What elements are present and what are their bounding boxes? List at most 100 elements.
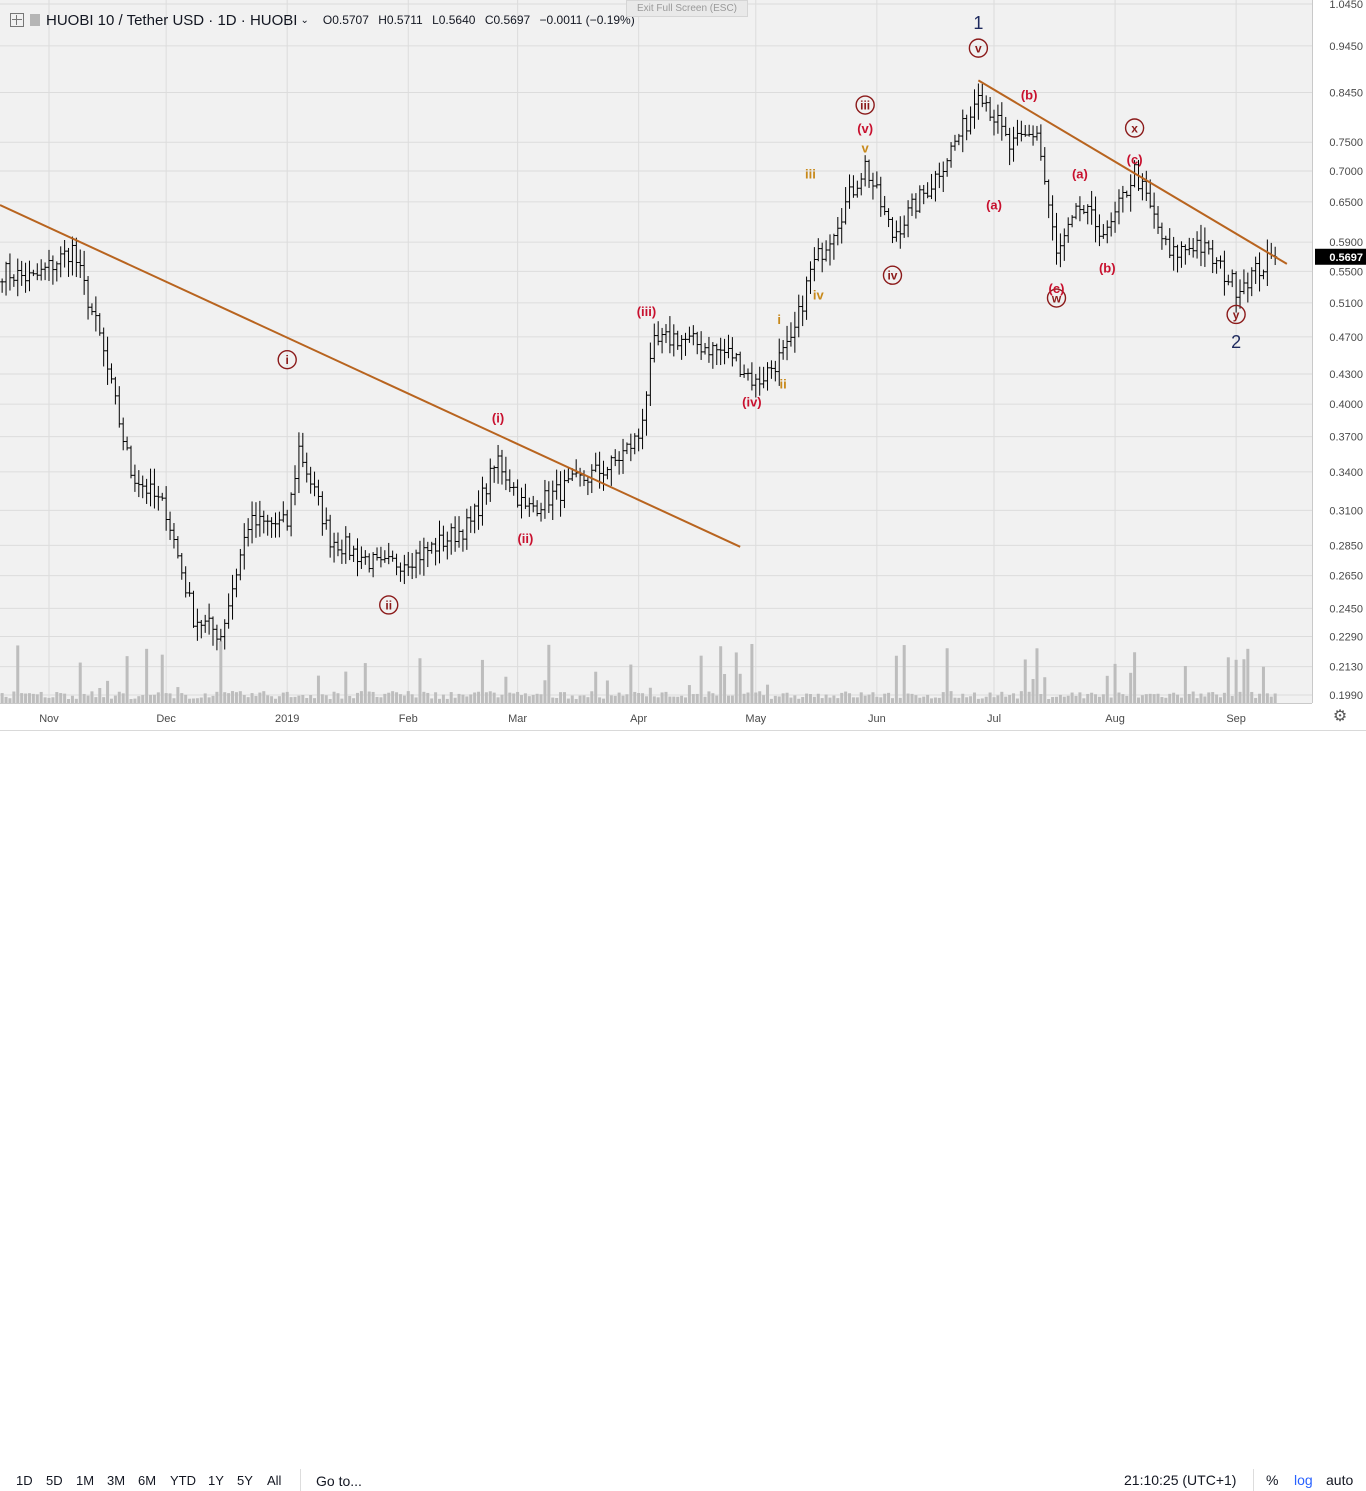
volume-bar bbox=[1012, 693, 1016, 703]
expand-icon[interactable] bbox=[10, 13, 24, 27]
ohlc-bar bbox=[234, 568, 239, 598]
timeframe-6m[interactable]: 6M bbox=[138, 1473, 157, 1488]
volume-bar bbox=[332, 691, 336, 703]
volume-bar bbox=[992, 697, 996, 703]
grid bbox=[0, 0, 1312, 703]
volume-bar bbox=[383, 693, 387, 703]
volume-bar bbox=[168, 693, 172, 703]
ohlc-bar bbox=[1027, 124, 1032, 137]
price-tick-label: 0.2650 bbox=[1329, 571, 1363, 583]
volume-bar bbox=[477, 691, 481, 703]
timeframe-1y[interactable]: 1Y bbox=[208, 1473, 224, 1488]
ohlc-bar bbox=[910, 193, 915, 217]
auto-toggle[interactable]: auto bbox=[1326, 1472, 1354, 1488]
volume-bar bbox=[102, 697, 106, 703]
ohlc-bar bbox=[425, 541, 430, 568]
volume-bar bbox=[1168, 693, 1172, 703]
chevron-down-icon[interactable]: ⌄ bbox=[300, 14, 309, 26]
ohlc-bar bbox=[718, 337, 723, 366]
volume-bar bbox=[836, 698, 840, 703]
price-axis[interactable]: 1.0450 0.9450 0.8450 0.7500 0.7000 0.6500 0.59… bbox=[1312, 0, 1366, 703]
volume-bar bbox=[890, 698, 894, 703]
volume-bar bbox=[262, 691, 266, 703]
volume-bar bbox=[70, 695, 74, 703]
ohlc-bar bbox=[4, 261, 9, 296]
clock[interactable]: 21:10:25 (UTC+1) bbox=[1124, 1472, 1237, 1488]
volume-bar bbox=[867, 694, 871, 703]
timeframe-1d[interactable]: 1D bbox=[16, 1473, 33, 1488]
ohlc-bar bbox=[222, 619, 227, 650]
volume-bar bbox=[523, 693, 527, 703]
ohlc-bar bbox=[1023, 125, 1028, 137]
timeframe-3m[interactable]: 3M bbox=[107, 1473, 126, 1488]
volume-bar bbox=[1015, 698, 1019, 703]
ohlc-bar bbox=[745, 368, 750, 381]
trendline[interactable] bbox=[0, 204, 741, 548]
volume-bar bbox=[387, 692, 391, 703]
ohlc-bar bbox=[742, 364, 747, 378]
trendline[interactable] bbox=[977, 79, 1288, 265]
volume-bar bbox=[738, 673, 742, 703]
ohlc-bar bbox=[285, 509, 290, 531]
time-axis[interactable]: Nov Dec 2019 Feb Mar Apr May Jun Jul Aug Sep bbox=[0, 703, 1312, 731]
volume-bar bbox=[605, 680, 609, 703]
volume-bar bbox=[324, 695, 328, 703]
price-tick-label: 0.2130 bbox=[1329, 662, 1363, 674]
volume-bar bbox=[1187, 693, 1191, 703]
svg-text:iii: iii bbox=[860, 98, 870, 112]
price-chart[interactable]: 12viiiiviiiwxy(i)(ii)(iii)(iv)(v)(a)(b)(… bbox=[0, 0, 1312, 703]
volume-bar bbox=[281, 692, 285, 703]
trendlines[interactable] bbox=[0, 79, 1288, 548]
timeframe-all[interactable]: All bbox=[267, 1473, 282, 1488]
timeframe-5y[interactable]: 5Y bbox=[237, 1473, 253, 1488]
divider bbox=[300, 1469, 301, 1491]
volume-bar bbox=[1043, 677, 1047, 703]
volume-bar bbox=[629, 664, 633, 703]
goto-button[interactable]: Go to... bbox=[316, 1473, 362, 1489]
timeframe-ytd[interactable]: YTD bbox=[170, 1473, 196, 1488]
volume-bar bbox=[711, 693, 715, 703]
volume-bar bbox=[1086, 693, 1090, 703]
percent-toggle[interactable]: % bbox=[1266, 1472, 1279, 1488]
volume-bar bbox=[1129, 672, 1133, 703]
wave-label: y bbox=[1226, 304, 1246, 325]
ohlc-bar bbox=[550, 480, 555, 521]
volume-bar bbox=[1047, 698, 1051, 703]
time-tick-label: Jul bbox=[987, 713, 1001, 725]
volume-bar bbox=[1176, 694, 1180, 703]
ohlc-bar bbox=[199, 619, 204, 639]
ohlc-bar bbox=[542, 479, 547, 519]
ohlc-bar bbox=[1054, 212, 1059, 265]
ohlc-bars bbox=[0, 83, 1278, 651]
ohlc-bar bbox=[214, 624, 219, 651]
ohlc-bar bbox=[1195, 231, 1200, 259]
ohlc-bar bbox=[890, 217, 895, 244]
volume-bar bbox=[1250, 691, 1254, 703]
volume-bar bbox=[687, 685, 691, 703]
volume-bar bbox=[730, 695, 734, 703]
volume-bar bbox=[367, 691, 371, 703]
volume-bar bbox=[703, 696, 707, 703]
ohlc-bar bbox=[593, 452, 598, 473]
volume-bar bbox=[906, 693, 910, 703]
ohlc-bar bbox=[328, 514, 333, 558]
timeframe-5d[interactable]: 5D bbox=[46, 1473, 63, 1488]
volume-bar bbox=[1019, 691, 1023, 703]
exit-fullscreen-button[interactable]: Exit Full Screen (ESC) bbox=[626, 0, 748, 17]
volume-bar bbox=[684, 697, 688, 703]
volume-bar bbox=[758, 691, 762, 703]
volume-bar bbox=[496, 697, 500, 703]
volume-bar bbox=[1054, 696, 1058, 703]
volume-bar bbox=[785, 692, 789, 703]
volume-bar bbox=[914, 695, 918, 703]
volume-bar bbox=[31, 693, 35, 703]
log-toggle[interactable]: log bbox=[1294, 1472, 1313, 1488]
symbol-title[interactable]: HUOBI 10 / Tether USD · 1D · HUOBI bbox=[46, 11, 298, 29]
ohlc-bar bbox=[956, 133, 961, 146]
gear-icon[interactable]: ⚙ bbox=[1332, 708, 1348, 725]
volume-bar bbox=[613, 695, 617, 703]
volume-bar bbox=[480, 659, 484, 703]
chart-pane[interactable]: 1 2 v iii iv i ii w x y (i) (ii) (iii) (iv) (v) (a) (b)(… bbox=[0, 0, 1312, 703]
ohlc-bar bbox=[929, 173, 934, 200]
timeframe-1m[interactable]: 1M bbox=[76, 1473, 95, 1488]
